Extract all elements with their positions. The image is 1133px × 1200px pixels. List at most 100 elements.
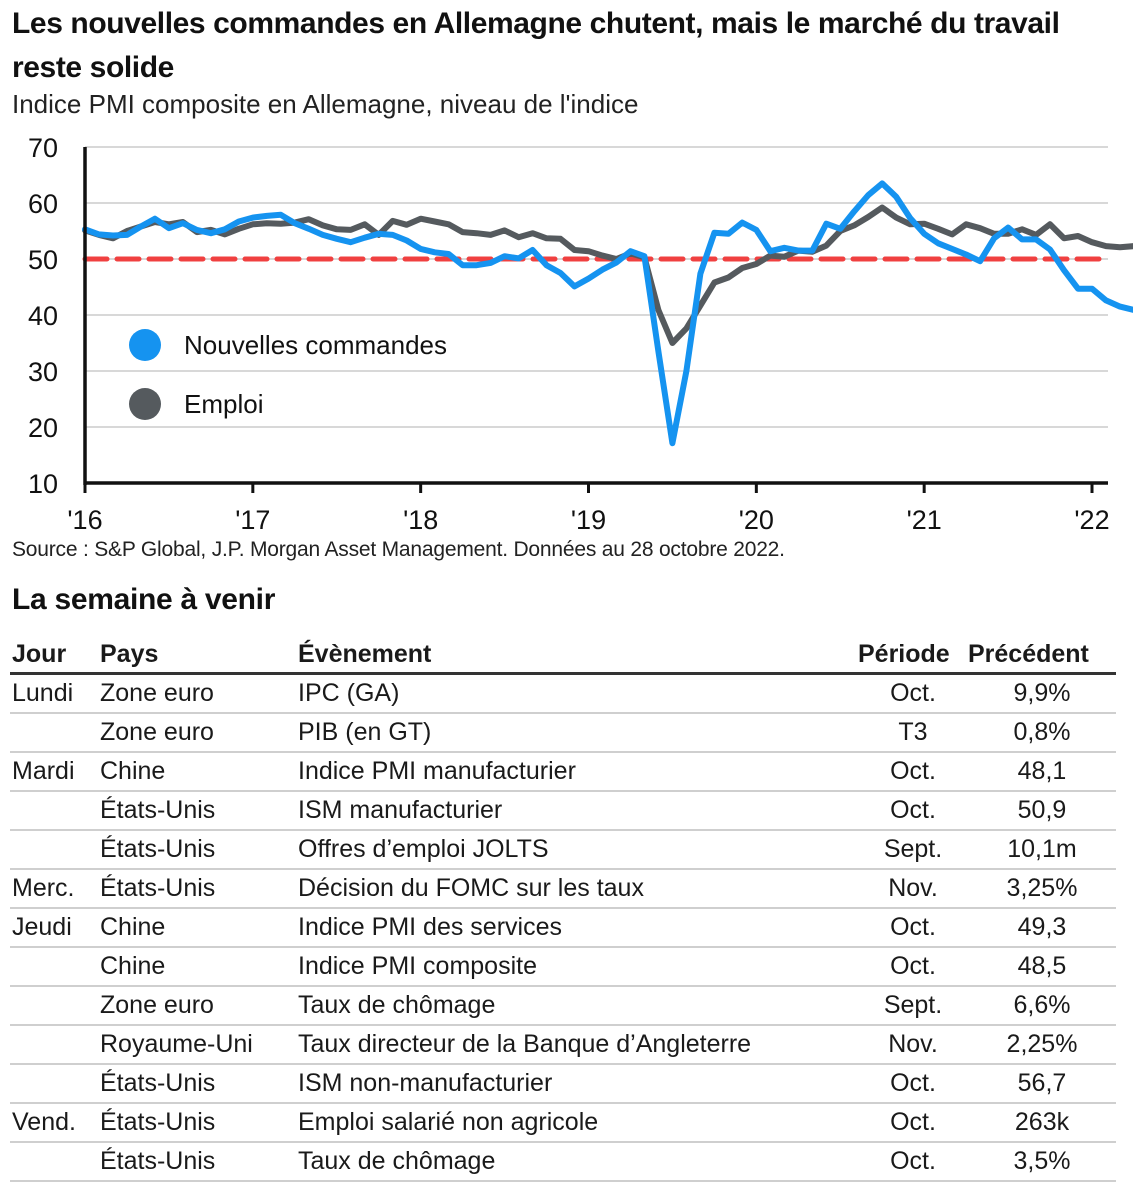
y-tick-label: 10 xyxy=(28,469,58,499)
source-note: Source : S&P Global, J.P. Morgan Asset M… xyxy=(12,538,785,561)
cell-event: Taux directeur de la Banque d’Angleterre xyxy=(298,1025,858,1065)
chart-title: Les nouvelles commandes en Allemagne chu… xyxy=(12,7,1060,84)
x-tick-label: '16 xyxy=(67,505,102,535)
table-row: États-Unis Taux de chômage Oct. 3,5% xyxy=(10,1142,1116,1182)
cell-period: Sept. xyxy=(858,830,968,870)
cell-event: ISM manufacturier xyxy=(298,791,858,831)
cell-country: États-Unis xyxy=(100,830,298,870)
cell-period: Oct. xyxy=(858,1064,968,1104)
cell-period: Oct. xyxy=(858,1103,968,1143)
x-tick-label: '22 xyxy=(1074,505,1109,535)
cell-event: IPC (GA) xyxy=(298,673,858,714)
table-row: Zone euro PIB (en GT) T3 0,8% xyxy=(10,713,1116,753)
cell-event: Indice PMI manufacturier xyxy=(298,752,858,792)
table-row: Chine Indice PMI composite Oct. 48,5 xyxy=(10,947,1116,987)
cell-country: Zone euro xyxy=(100,673,298,714)
table-row: États-Unis Offres d’emploi JOLTS Sept. 10,1… xyxy=(10,830,1116,870)
col-header-day: Jour xyxy=(10,634,100,675)
cell-previous: 263k xyxy=(968,1103,1116,1143)
cell-day xyxy=(10,830,100,870)
cell-previous: 2,25% xyxy=(968,1025,1116,1065)
cell-previous: 48,1 xyxy=(968,752,1116,792)
table-row: Jeudi Chine Indice PMI des services Oct. 49,… xyxy=(10,908,1116,948)
cell-day: Mardi xyxy=(10,752,100,792)
table-row: Zone euro Taux de chômage Sept. 6,6% xyxy=(10,986,1116,1026)
table-row: Mardi Chine Indice PMI manufacturier Oct. 48… xyxy=(10,752,1116,792)
cell-day xyxy=(10,947,100,987)
table-row: Vend. États-Unis Emploi salarié non agrico… xyxy=(10,1103,1116,1143)
x-tick-label: '21 xyxy=(907,505,942,535)
cell-previous: 56,7 xyxy=(968,1064,1116,1104)
cell-country: Chine xyxy=(100,947,298,987)
cell-period: Oct. xyxy=(858,791,968,831)
cell-previous: 3,5% xyxy=(968,1142,1116,1182)
cell-country: Zone euro xyxy=(100,986,298,1026)
cell-event: PIB (en GT) xyxy=(298,713,858,753)
x-axis-ticks: '16 '17 '18 '19 '20 '21 '22 xyxy=(67,483,1110,535)
cell-day: Jeudi xyxy=(10,908,100,948)
cell-country: États-Unis xyxy=(100,1142,298,1182)
cell-day: Merc. xyxy=(10,869,100,909)
grid-lines xyxy=(85,146,1108,428)
col-header-period: Période xyxy=(858,634,968,675)
series-line-emploi xyxy=(82,204,1133,346)
y-axis-ticks: 10 20 30 40 50 60 70 xyxy=(28,133,58,499)
y-tick-label: 20 xyxy=(28,413,58,443)
chart-subtitle: Indice PMI composite en Allemagne, nivea… xyxy=(12,89,639,119)
table-row: Royaume-Uni Taux directeur de la Banque d… xyxy=(10,1025,1116,1065)
cell-previous: 10,1m xyxy=(968,830,1116,870)
series-layer xyxy=(82,180,1133,447)
cell-period: Oct. xyxy=(858,1142,968,1182)
cell-period: Oct. xyxy=(858,752,968,792)
cell-event: ISM non-manufacturier xyxy=(298,1064,858,1104)
cell-previous: 9,9% xyxy=(968,673,1116,714)
cell-country: Royaume-Uni xyxy=(100,1025,298,1065)
cell-event: Indice PMI des services xyxy=(298,908,858,948)
x-tick-label: '20 xyxy=(739,505,774,535)
cell-day xyxy=(10,986,100,1026)
table-row: Lundi Zone euro IPC (GA) Oct. 9,9% xyxy=(10,673,1116,714)
col-header-country: Pays xyxy=(100,634,298,675)
table-row: Merc. États-Unis Décision du FOMC sur les … xyxy=(10,869,1116,909)
events-table: Jour Pays Évènement Période Précédent Lu… xyxy=(10,634,1116,1182)
col-header-event: Évènement xyxy=(298,634,858,675)
legend-marker-nouvelles-commandes xyxy=(129,329,161,361)
cell-period: T3 xyxy=(858,713,968,753)
cell-country: États-Unis xyxy=(100,1103,298,1143)
cell-country: Chine xyxy=(100,752,298,792)
events-title: La semaine à venir xyxy=(12,583,276,616)
y-tick-label: 40 xyxy=(28,301,58,331)
cell-period: Nov. xyxy=(858,1025,968,1065)
y-tick-label: 60 xyxy=(28,189,58,219)
x-tick-label: '17 xyxy=(235,505,270,535)
table-row: États-Unis ISM manufacturier Oct. 50,9 xyxy=(10,791,1116,831)
cell-event: Décision du FOMC sur les taux xyxy=(298,869,858,909)
cell-previous: 50,9 xyxy=(968,791,1116,831)
cell-country: États-Unis xyxy=(100,869,298,909)
cell-previous: 49,3 xyxy=(968,908,1116,948)
legend-label: Nouvelles commandes xyxy=(184,330,447,360)
legend-marker-emploi xyxy=(129,388,161,420)
cell-event: Indice PMI composite xyxy=(298,947,858,987)
cell-previous: 3,25% xyxy=(968,869,1116,909)
cell-period: Oct. xyxy=(858,947,968,987)
cell-event: Taux de chômage xyxy=(298,986,858,1026)
table-row: États-Unis ISM non-manufacturier Oct. 56,7 xyxy=(10,1064,1116,1104)
x-tick-label: '19 xyxy=(571,505,606,535)
cell-period: Oct. xyxy=(858,908,968,948)
cell-country: Zone euro xyxy=(100,713,298,753)
cell-day xyxy=(10,713,100,753)
cell-day xyxy=(10,1142,100,1182)
cell-country: États-Unis xyxy=(100,791,298,831)
col-header-previous: Précédent xyxy=(968,634,1116,675)
legend-label: Emploi xyxy=(184,389,263,419)
cell-country: Chine xyxy=(100,908,298,948)
cell-period: Oct. xyxy=(858,673,968,714)
cell-period: Nov. xyxy=(858,869,968,909)
events-header-row: Jour Pays Évènement Période Précédent xyxy=(10,634,1116,675)
cell-day xyxy=(10,1025,100,1065)
cell-day xyxy=(10,1064,100,1104)
x-tick-label: '18 xyxy=(403,505,438,535)
legend: Nouvelles commandes Emploi xyxy=(129,329,447,420)
cell-day: Lundi xyxy=(10,673,100,714)
